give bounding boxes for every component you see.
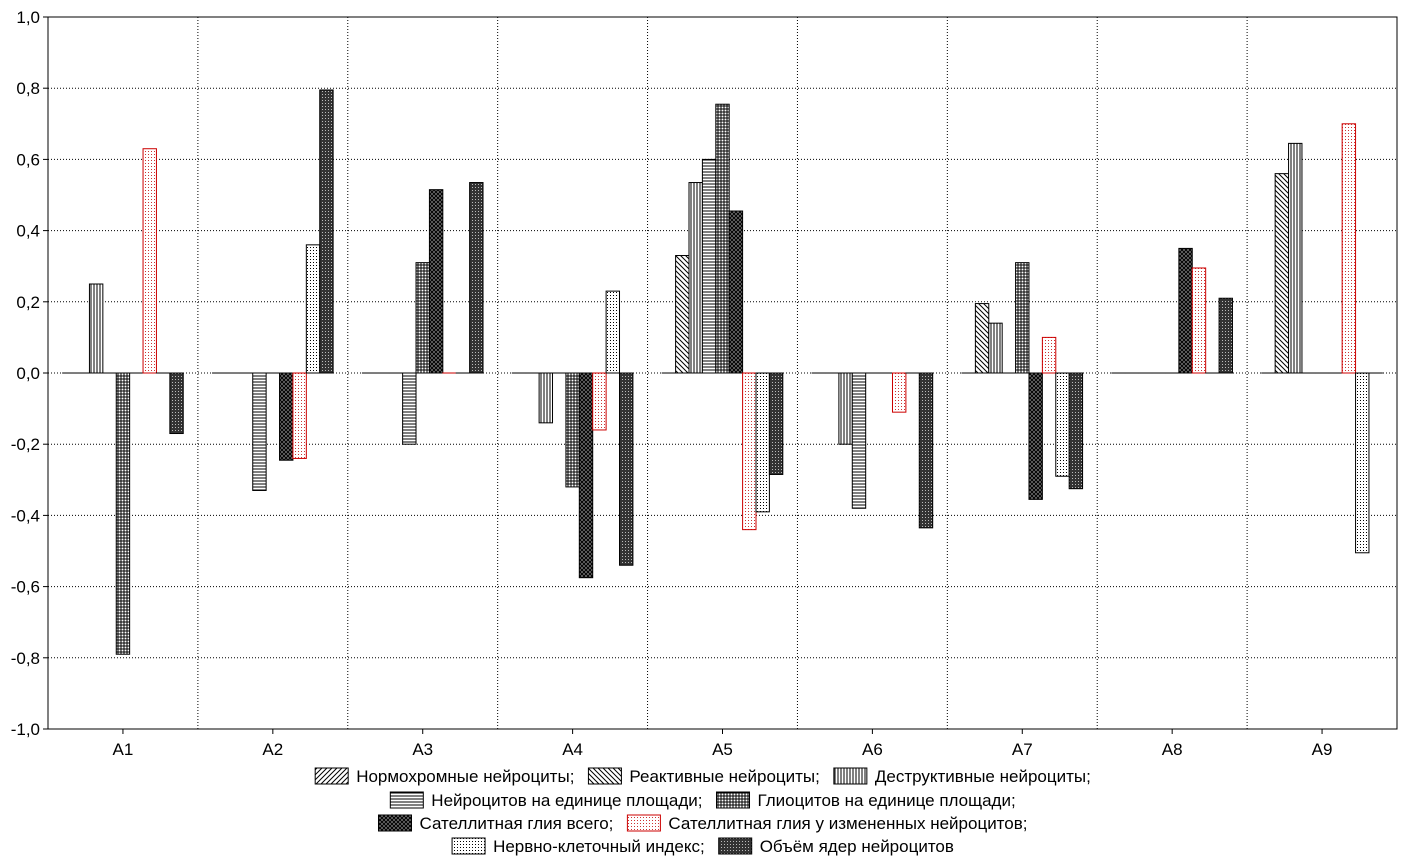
bar-A7-series-2: [974, 303, 990, 374]
bar-A5-series-6: [728, 210, 744, 374]
bars: [62, 89, 1383, 655]
bar-A2-series-4: [252, 372, 267, 491]
x-tick-label: A2: [262, 740, 283, 759]
bar-A4-series-3: [538, 372, 554, 424]
x-axis-ticks: A1 A2 A3 A4 A5 A6 A7 A8 A9: [113, 729, 1333, 759]
legend-label: Глиоцитов на единице площади;: [758, 791, 1016, 810]
x-tick-label: A8: [1162, 740, 1183, 759]
legend-label: Сателлитная глия всего;: [419, 814, 613, 833]
bar-A7-series-8: [1055, 372, 1070, 477]
legend-label: Объём ядер нейроцитов: [760, 837, 954, 856]
legend-swatch: [389, 791, 424, 809]
legend: Нормохромные нейроциты; Реактивные нейроц…: [314, 767, 1091, 856]
bar-A8-series-6: [1178, 247, 1193, 374]
legend-label: Нормохромные нейроциты;: [356, 767, 574, 786]
x-tick-label: A6: [862, 740, 883, 759]
y-tick-label: 0,6: [16, 150, 40, 169]
legend-label: Сателлитная глия у измененных нейроцитов…: [668, 814, 1027, 833]
bar-A3-series-6: [428, 189, 444, 374]
legend-swatch: [314, 767, 349, 785]
bar-A3-series-5: [415, 262, 430, 374]
bar-A6-series-3: [838, 372, 853, 445]
x-tick-label: A3: [412, 740, 433, 759]
legend-label: Нервно-клеточный индекс;: [493, 837, 705, 856]
bar-A5-series-7: [742, 372, 757, 531]
legend-swatch: [587, 767, 622, 785]
bar-A5-series-4: [701, 158, 717, 374]
legend-label: Нейроцитов на единице площади;: [431, 791, 702, 810]
bar-A6-series-4: [851, 372, 867, 509]
bar-A6-series-7: [891, 372, 907, 413]
bar-A6-series-9: [918, 372, 934, 529]
bar-A5-series-5: [715, 103, 730, 374]
bar-A2-series-7: [292, 372, 307, 459]
bar-A1-series-5: [115, 372, 131, 655]
y-axis-ticks: -1,0 -0,8 -0,6 -0,4 -0,2 0,0 0,2 0,4 0,6 0,8 1,0: [11, 8, 48, 739]
legend-swatch: [833, 767, 868, 785]
bar-A5-series-2: [675, 255, 690, 374]
bar-A7-series-9: [1068, 372, 1084, 490]
bar-A1-series-7: [142, 148, 157, 374]
x-tick-label: A5: [712, 740, 733, 759]
bar-A7-series-7: [1041, 336, 1057, 374]
bar-A2-series-6: [279, 372, 294, 461]
y-tick-label: -0,8: [11, 649, 40, 668]
bar-A9-series-2: [1274, 173, 1290, 374]
bar-A3-series-9: [469, 182, 484, 374]
y-tick-label: -1,0: [11, 720, 40, 739]
y-tick-label: -0,2: [11, 435, 40, 454]
bar-A5-series-3: [688, 182, 703, 374]
y-tick-label: -0,4: [11, 506, 40, 525]
legend-swatch: [626, 814, 661, 832]
y-tick-label: 0,2: [16, 293, 40, 312]
bar-A8-series-7: [1191, 267, 1207, 374]
bar-A5-series-8: [755, 372, 770, 513]
legend-label: Деструктивные нейроциты;: [875, 767, 1091, 786]
bar-A7-series-5: [1015, 262, 1030, 374]
bar-A4-series-5: [565, 372, 580, 488]
bar-A4-series-7: [592, 372, 607, 431]
bar-A7-series-3: [988, 322, 1003, 374]
legend-swatch: [377, 814, 412, 832]
x-tick-label: A4: [562, 740, 583, 759]
bar-A4-series-8: [605, 290, 621, 374]
bar-A1-series-9: [169, 372, 184, 435]
bar-A8-series-9: [1218, 297, 1233, 374]
y-tick-label: -0,6: [11, 578, 40, 597]
bar-A2-series-9: [319, 89, 334, 374]
legend-swatch: [718, 837, 753, 855]
bar-A3-series-4: [402, 372, 417, 445]
legend-label: Реактивные нейроциты;: [629, 767, 819, 786]
bar-A5-series-9: [768, 372, 784, 475]
bar-A1-series-3: [88, 283, 104, 374]
legend-swatch: [716, 791, 751, 809]
x-tick-label: A7: [1012, 740, 1033, 759]
bar-A9-series-3: [1288, 142, 1303, 374]
bar-A4-series-9: [619, 372, 634, 566]
bar-A7-series-6: [1028, 372, 1043, 500]
bar-A4-series-6: [578, 372, 594, 579]
y-tick-label: 1,0: [16, 8, 40, 27]
x-tick-label: A1: [113, 740, 134, 759]
x-tick-label: A9: [1312, 740, 1333, 759]
y-tick-label: 0,0: [16, 364, 40, 383]
y-tick-label: 0,4: [16, 222, 40, 241]
y-tick-label: 0,8: [16, 79, 40, 98]
legend-swatch: [451, 837, 486, 855]
bar-A2-series-8: [305, 244, 321, 374]
bar-A9-series-8: [1355, 372, 1370, 554]
bar-A9-series-7: [1341, 123, 1357, 374]
